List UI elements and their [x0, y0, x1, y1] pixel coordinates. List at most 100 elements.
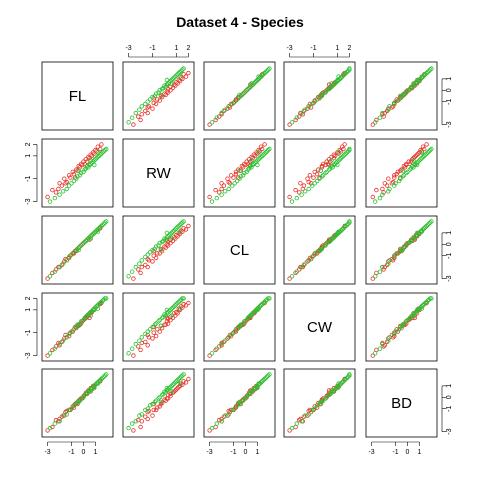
data-point: [425, 150, 430, 155]
data-point: [394, 171, 399, 177]
data-point: [310, 407, 315, 413]
data-point: [147, 403, 153, 408]
data-point: [387, 186, 392, 192]
data-point: [177, 298, 183, 303]
data-point: [429, 66, 434, 71]
data-point: [87, 311, 92, 316]
data-point: [88, 158, 93, 163]
data-point: [289, 120, 295, 125]
left-tick-label: -1: [25, 176, 32, 182]
panel-CW-FL: [41, 292, 114, 362]
panel-CL-CW: [283, 215, 356, 285]
data-point: [103, 146, 109, 152]
data-point: [173, 380, 178, 385]
data-point: [233, 171, 239, 177]
data-point: [169, 313, 174, 318]
data-point: [308, 256, 314, 262]
data-point: [145, 252, 150, 257]
panel-FL-CW: [283, 61, 356, 131]
data-point: [331, 152, 337, 157]
data-point: [254, 78, 259, 84]
data-point: [410, 237, 415, 242]
data-point: [186, 376, 191, 382]
data-point: [173, 227, 178, 232]
data-point: [150, 247, 155, 253]
data-point: [225, 413, 230, 418]
data-point: [240, 173, 246, 178]
data-point: [226, 335, 231, 340]
data-point: [342, 377, 347, 383]
data-point: [319, 93, 325, 99]
data-point: [249, 313, 254, 318]
data-point: [88, 389, 93, 394]
data-point: [133, 341, 138, 347]
data-point: [262, 376, 267, 382]
data-point: [151, 330, 156, 335]
data-point: [231, 100, 236, 106]
panel-frame: [203, 292, 276, 362]
top-tick-label: -3: [125, 45, 131, 52]
panel-frame: [203, 61, 276, 131]
data-point: [389, 105, 395, 110]
data-point: [245, 392, 251, 398]
panel-CL-CL: CL: [203, 215, 276, 285]
data-point: [373, 274, 378, 279]
data-point: [139, 340, 144, 346]
data-point: [331, 82, 337, 87]
data-point: [236, 167, 241, 172]
data-point: [382, 181, 387, 186]
data-point: [316, 167, 321, 172]
data-point: [84, 163, 90, 169]
data-point: [225, 336, 230, 341]
data-point: [76, 247, 81, 253]
data-point: [167, 80, 172, 85]
bottom-tick-label: 0: [82, 449, 86, 456]
data-point: [251, 81, 257, 86]
data-point: [57, 341, 62, 347]
data-point: [95, 154, 100, 160]
data-point: [336, 381, 341, 386]
data-point: [340, 227, 345, 232]
data-point: [254, 384, 259, 390]
data-point: [249, 83, 254, 88]
data-point: [86, 165, 91, 170]
data-point: [301, 262, 307, 268]
panel-frame: [283, 61, 356, 131]
data-point: [344, 375, 350, 381]
data-point: [225, 106, 230, 111]
data-point: [250, 82, 255, 87]
data-point: [139, 419, 144, 424]
data-point: [340, 154, 345, 160]
data-point: [178, 228, 184, 233]
data-point: [344, 222, 350, 228]
data-point: [314, 405, 320, 410]
data-point: [237, 399, 242, 405]
top-tick-label: 1: [335, 45, 339, 52]
data-point: [237, 176, 242, 181]
data-point: [162, 389, 167, 394]
data-point: [387, 104, 392, 109]
data-point: [264, 374, 270, 379]
data-point: [342, 224, 347, 230]
data-point: [66, 331, 72, 337]
data-point: [234, 327, 240, 332]
data-point: [294, 421, 299, 426]
data-point: [137, 261, 142, 266]
data-point: [59, 183, 65, 188]
data-point: [137, 107, 142, 112]
data-point: [52, 195, 57, 201]
variable-label: RW: [146, 165, 172, 182]
data-point: [400, 323, 405, 329]
data-point: [50, 424, 55, 430]
left-tick-label: -3: [25, 352, 32, 358]
data-point: [145, 99, 150, 104]
data-point: [318, 247, 323, 253]
data-point: [209, 351, 215, 356]
data-point: [183, 380, 189, 385]
data-point: [300, 186, 305, 192]
data-point: [96, 379, 102, 384]
data-point: [152, 93, 158, 99]
data-point: [83, 166, 89, 171]
data-point: [260, 379, 265, 384]
data-point: [424, 299, 429, 305]
